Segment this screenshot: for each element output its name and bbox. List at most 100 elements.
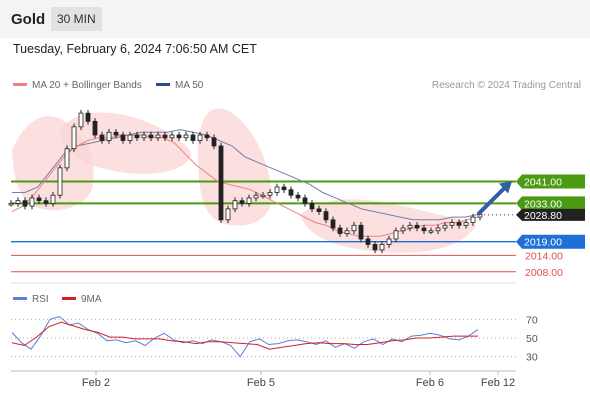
candle-body <box>470 216 476 223</box>
candle-body <box>442 224 448 229</box>
candle-body <box>85 112 91 122</box>
last-price-tag <box>516 208 585 221</box>
legend-swatch-bollinger <box>13 82 27 86</box>
candle-body <box>78 112 84 128</box>
instrument-title: Gold <box>11 11 46 28</box>
candle-body <box>120 134 126 141</box>
candle-body <box>365 238 371 245</box>
legend-swatch-ma50 <box>156 82 170 86</box>
candle-body <box>218 145 224 221</box>
candle-body <box>316 208 322 213</box>
candle-body <box>106 131 112 141</box>
candle-body <box>407 224 413 229</box>
legend-item-rsi: RSI <box>13 294 49 305</box>
header-bar: Gold 30 MIN <box>0 0 590 38</box>
level-tag-resistance <box>516 174 585 189</box>
candle-body <box>274 186 280 193</box>
candle-body <box>211 137 217 147</box>
candle-body <box>295 194 301 199</box>
candle-body <box>43 200 49 204</box>
candle-body <box>197 134 203 141</box>
candle-body <box>15 200 21 204</box>
legend-label-bollinger: MA 20 + Bollinger Bands <box>32 80 142 91</box>
candle-body <box>64 148 70 169</box>
candle-body <box>260 194 266 198</box>
candle-body <box>176 134 182 139</box>
legend-swatch-9ma <box>62 296 76 300</box>
candle-body <box>428 230 434 233</box>
level-label-support: 2014.00 <box>525 250 563 262</box>
legend-label-9ma: 9MA <box>81 294 102 305</box>
x-tick-label: Feb 5 <box>247 377 275 389</box>
candle-body <box>386 238 392 245</box>
candle-body <box>134 134 140 139</box>
candle-body <box>421 227 427 232</box>
candle-body <box>57 167 63 196</box>
candle-body <box>232 200 238 210</box>
candle-body <box>127 134 133 141</box>
candle-body <box>29 197 35 207</box>
x-tick-label: Feb 2 <box>82 377 110 389</box>
candle-body <box>267 192 273 196</box>
candle-body <box>155 134 161 139</box>
candle-body <box>253 194 259 199</box>
level-label-resistance: 2033.00 <box>524 198 562 210</box>
candle-body <box>99 134 105 141</box>
candle-body <box>71 126 77 150</box>
candle-body <box>344 230 350 234</box>
ma50-line <box>12 129 479 221</box>
candle-body <box>162 134 168 139</box>
candle-body <box>456 222 462 226</box>
timeframe-badge[interactable]: 30 MIN <box>51 7 102 31</box>
legend-item-9ma: 9MA <box>62 294 102 305</box>
candle-body <box>449 222 455 226</box>
candle-body <box>239 200 245 204</box>
rsi-line <box>11 315 479 358</box>
candle-body <box>246 197 252 204</box>
candle-body <box>435 227 441 232</box>
legend-item-ma50: MA 50 <box>156 80 203 91</box>
candle-body <box>372 244 378 251</box>
candle-body <box>337 227 343 234</box>
candle-body <box>36 197 42 202</box>
candle-body <box>141 134 147 139</box>
candle-body <box>358 224 364 240</box>
forecast-arrow-shaft <box>476 184 509 216</box>
candle-body <box>330 219 336 229</box>
legend-label-rsi: RSI <box>32 294 49 305</box>
chart-timestamp: Tuesday, February 6, 2024 7:06:50 AM CET <box>13 42 257 56</box>
legend-swatch-rsi <box>13 296 27 300</box>
level-label-support: 2008.00 <box>525 267 563 279</box>
candle-body <box>309 203 315 210</box>
candle-body <box>288 189 294 196</box>
candle-body <box>351 224 357 232</box>
candle-body <box>400 227 406 232</box>
rsi-9ma-line <box>11 321 478 350</box>
legend-item-bollinger: MA 20 + Bollinger Bands <box>13 80 142 91</box>
bollinger-band-area <box>300 199 476 253</box>
candle-body <box>414 224 420 229</box>
level-tag-resistance <box>516 196 585 211</box>
x-tick-label: Feb 6 <box>416 377 444 389</box>
candle-body <box>183 134 189 139</box>
ma20-line <box>11 134 479 237</box>
candle-body <box>169 134 175 139</box>
candle-body <box>204 134 210 139</box>
candle-body <box>225 208 231 221</box>
candle-body <box>92 120 98 136</box>
rsi-level-label: 70 <box>526 314 538 326</box>
legend-label-ma50: MA 50 <box>175 80 204 91</box>
candle-body <box>22 200 28 207</box>
bollinger-band-area <box>198 108 272 226</box>
forecast-arrow-head <box>499 181 512 194</box>
candle-body <box>190 134 196 141</box>
level-label-pivot: 2019.00 <box>524 237 562 249</box>
rsi-level-label: 30 <box>526 352 538 364</box>
x-tick-label: Feb 12 <box>481 377 515 389</box>
level-label-resistance: 2041.00 <box>524 177 562 189</box>
candle-body <box>113 131 119 136</box>
candle-body <box>302 197 308 204</box>
last-price-label: 2028.80 <box>524 210 562 222</box>
candle-body <box>8 203 14 206</box>
